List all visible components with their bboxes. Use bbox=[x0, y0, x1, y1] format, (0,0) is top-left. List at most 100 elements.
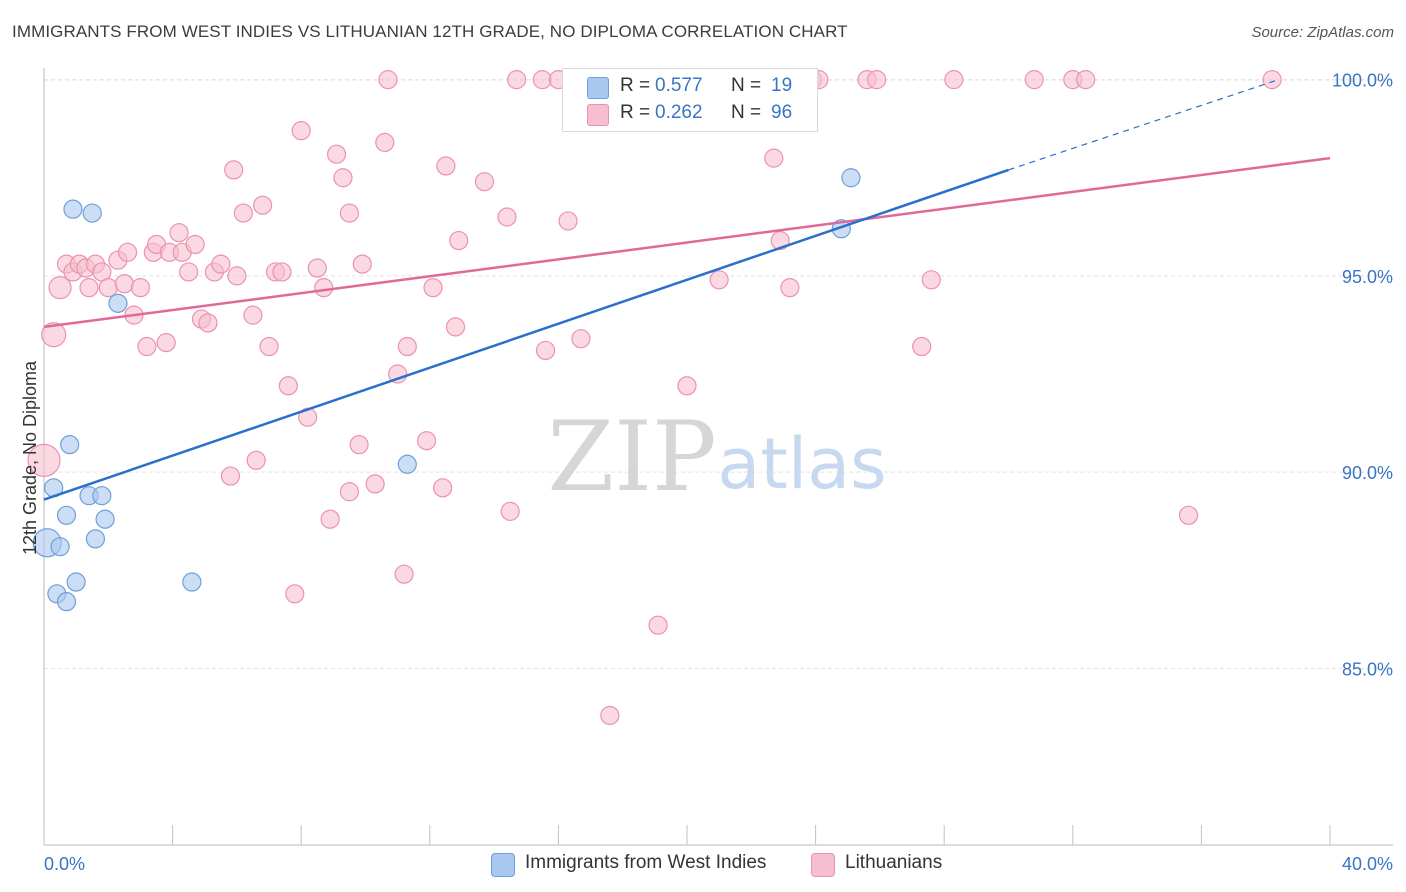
point-lithuanians bbox=[445, 317, 466, 337]
watermark-zip: ZIP bbox=[547, 401, 716, 513]
bottom-legend-label-pink: Lithuanians bbox=[845, 852, 943, 873]
point-west-indies bbox=[92, 486, 112, 506]
point-lithuanians bbox=[156, 333, 176, 353]
point-lithuanians bbox=[507, 70, 527, 90]
point-lithuanians bbox=[780, 278, 800, 298]
watermark-atlas: atlas bbox=[717, 423, 886, 505]
legend-r-value-blue: 0.577 bbox=[655, 75, 703, 96]
point-lithuanians bbox=[677, 376, 697, 396]
point-lithuanians bbox=[770, 230, 790, 251]
point-lithuanians bbox=[867, 70, 887, 90]
point-lithuanians bbox=[224, 160, 244, 180]
point-lithuanians bbox=[137, 336, 157, 357]
point-lithuanians bbox=[349, 435, 369, 455]
point-lithuanians bbox=[944, 70, 964, 90]
legend-swatch-blue bbox=[587, 77, 609, 99]
point-lithuanians bbox=[339, 203, 360, 223]
point-lithuanians bbox=[558, 211, 578, 231]
point-lithuanians bbox=[233, 203, 253, 223]
point-lithuanians bbox=[365, 474, 385, 494]
point-lithuanians bbox=[339, 482, 360, 502]
legend-r-label: R = bbox=[620, 102, 651, 123]
legend-swatch-pink bbox=[587, 104, 609, 126]
y-tick-label: 85.0% bbox=[1342, 659, 1393, 679]
point-west-indies bbox=[85, 529, 106, 549]
point-lithuanians bbox=[912, 336, 932, 357]
point-lithuanians bbox=[433, 478, 453, 498]
point-lithuanians bbox=[600, 705, 620, 726]
point-lithuanians bbox=[388, 364, 408, 384]
legend-n-label: N = bbox=[731, 102, 762, 123]
point-lithuanians bbox=[130, 278, 151, 298]
point-lithuanians bbox=[291, 121, 311, 141]
point-lithuanians bbox=[532, 70, 552, 90]
point-west-indies bbox=[95, 509, 115, 529]
point-west-indies bbox=[182, 572, 202, 592]
point-lithuanians bbox=[198, 313, 218, 333]
tick-labels: 85.0% 90.0% 95.0% 100.0% 0.0% 40.0% bbox=[44, 71, 1393, 874]
point-lithuanians bbox=[114, 274, 134, 294]
trendline-west-indies-extension bbox=[1008, 79, 1279, 171]
point-lithuanians bbox=[314, 278, 334, 298]
point-lithuanians bbox=[571, 329, 591, 349]
x-tick-label: 40.0% bbox=[1342, 854, 1393, 874]
trendline-west-indies bbox=[43, 168, 1009, 501]
y-tick-label: 100.0% bbox=[1332, 71, 1393, 91]
chart-title: IMMIGRANTS FROM WEST INDIES VS LITHUANIA… bbox=[12, 22, 848, 41]
grid-lines bbox=[44, 79, 1394, 669]
trend-lines bbox=[43, 79, 1331, 501]
point-west-indies bbox=[397, 454, 417, 474]
point-west-indies bbox=[63, 199, 83, 219]
point-lithuanians bbox=[185, 234, 205, 255]
point-lithuanians bbox=[285, 584, 305, 604]
point-lithuanians bbox=[1262, 70, 1282, 90]
point-lithuanians bbox=[169, 223, 189, 243]
point-lithuanians bbox=[375, 132, 395, 153]
y-tick-label: 90.0% bbox=[1342, 463, 1393, 483]
point-lithuanians bbox=[474, 172, 495, 192]
point-lithuanians bbox=[449, 230, 469, 251]
axes bbox=[43, 68, 1393, 846]
point-lithuanians bbox=[79, 278, 99, 298]
point-lithuanians bbox=[278, 376, 298, 396]
point-lithuanians bbox=[320, 509, 340, 529]
point-lithuanians bbox=[272, 262, 292, 282]
watermark: ZIP atlas bbox=[547, 401, 886, 513]
point-lithuanians bbox=[921, 270, 941, 290]
legend-r-label: R = bbox=[620, 75, 651, 96]
point-lithuanians bbox=[220, 466, 241, 486]
legend-n-value-pink: 96 bbox=[771, 102, 793, 123]
y-axis-label: 12th Grade, No Diploma bbox=[20, 360, 40, 555]
point-west-indies bbox=[60, 435, 80, 455]
point-lithuanians bbox=[41, 322, 67, 348]
point-lithuanians bbox=[98, 278, 118, 298]
point-west-indies bbox=[66, 572, 86, 592]
point-lithuanians bbox=[246, 450, 266, 470]
legend-r-value-pink: 0.262 bbox=[655, 102, 703, 123]
point-lithuanians bbox=[648, 615, 668, 635]
point-lithuanians bbox=[423, 278, 443, 298]
point-lithuanians bbox=[764, 148, 784, 168]
bottom-legend-swatch-pink bbox=[811, 853, 835, 877]
point-lithuanians bbox=[48, 276, 72, 300]
point-lithuanians bbox=[227, 266, 247, 286]
point-lithuanians bbox=[259, 336, 279, 357]
point-lithuanians bbox=[326, 144, 347, 164]
bottom-legend-swatch-blue bbox=[491, 853, 515, 877]
point-west-indies bbox=[56, 505, 77, 525]
x-tick-label: 0.0% bbox=[44, 854, 85, 874]
legend-n-label: N = bbox=[731, 75, 762, 96]
point-lithuanians bbox=[307, 258, 327, 278]
point-lithuanians bbox=[1076, 70, 1096, 90]
source-credit: Source: ZipAtlas.com bbox=[1251, 24, 1394, 41]
point-lithuanians bbox=[243, 305, 263, 325]
point-lithuanians bbox=[117, 242, 138, 262]
point-lithuanians bbox=[416, 431, 437, 451]
point-lithuanians bbox=[436, 156, 456, 176]
trendline-lithuanians bbox=[43, 156, 1331, 329]
point-lithuanians bbox=[333, 168, 353, 188]
point-lithuanians bbox=[211, 254, 231, 274]
point-lithuanians bbox=[497, 207, 517, 227]
point-west-indies bbox=[56, 592, 77, 612]
